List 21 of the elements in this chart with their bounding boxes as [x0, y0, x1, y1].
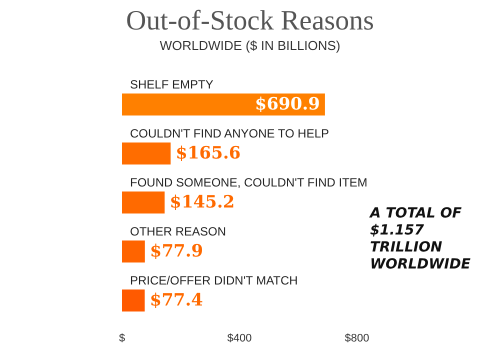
chart-subtitle: WORLDWIDE ($ IN BILLIONS) [160, 38, 340, 53]
y-tick-label: SHELF EMPTY [130, 78, 214, 92]
y-tick-label: COULDN'T FIND ANYONE TO HELP [130, 126, 330, 140]
y-tick-label: FOUND SOMEONE, COULDN'T FIND ITEM [130, 176, 368, 190]
data-label: $77.4 [150, 290, 204, 310]
y-tick-label: OTHER REASON [130, 224, 226, 238]
data-label: $165.6 [176, 144, 241, 164]
x-tick-label: $400 [227, 332, 252, 344]
bar [122, 94, 325, 116]
bar [122, 290, 145, 312]
chart-title: Out-of-Stock Reasons [126, 6, 374, 36]
bar [122, 240, 145, 262]
bar [122, 192, 165, 214]
x-tick-label: $800 [344, 332, 370, 344]
data-label: $145.2 [170, 192, 235, 212]
text: A TOTAL OF $1.157 TRILLION WORLDWIDE [369, 206, 471, 272]
data-label: $77.9 [150, 242, 204, 262]
y-tick-label: PRICE/OFFER DIDN'T MATCH [130, 274, 298, 288]
bar [122, 142, 171, 164]
data-label: $690.9 [254, 94, 320, 114]
x-tick-label: $ [118, 332, 126, 344]
